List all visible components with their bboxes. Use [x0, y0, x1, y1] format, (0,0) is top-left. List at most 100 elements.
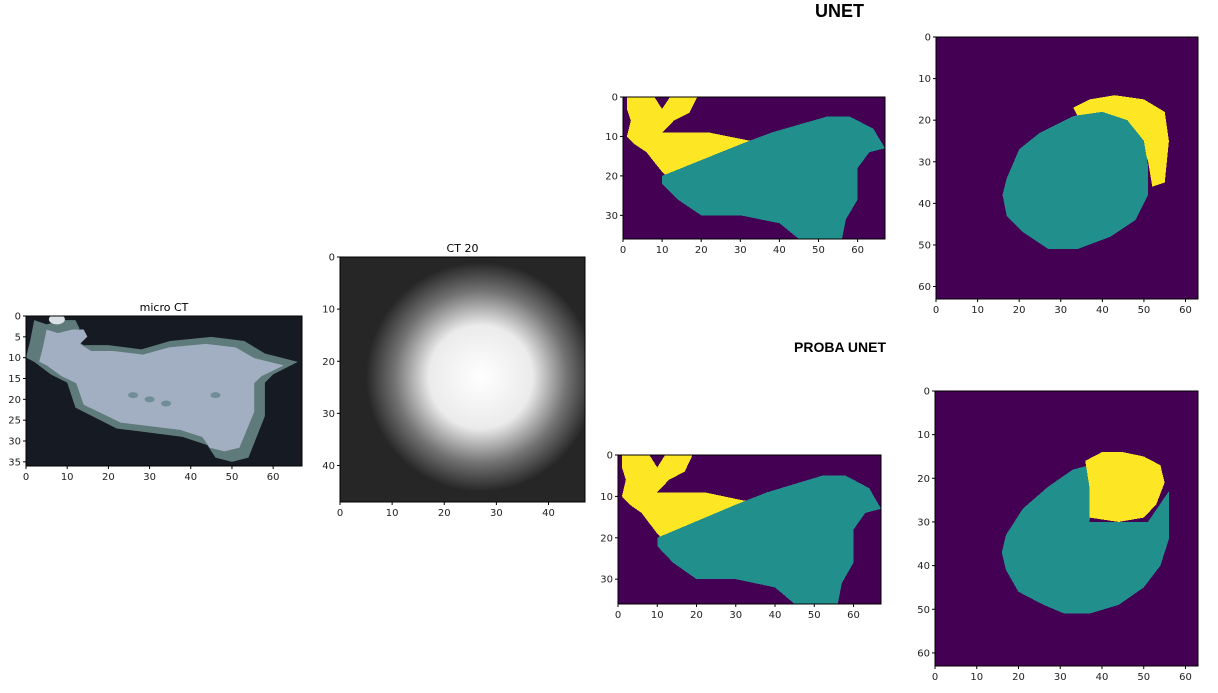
y-tick-label: 30 — [322, 409, 335, 420]
proba-axial-panel: 0 10 20 30 40 50 60 0 10 20 30 40 50 60 — [905, 385, 1205, 690]
y-tick-label: 10 — [918, 74, 931, 85]
y-tick-label: 30 — [8, 437, 21, 448]
y-tick-label: 60 — [917, 648, 930, 659]
y-tick-label: 30 — [918, 157, 931, 168]
y-tick-label: 30 — [600, 575, 613, 586]
y-tick-label: 20 — [322, 357, 335, 368]
y-tick-label: 0 — [612, 93, 618, 104]
region-yellow-0 — [626, 97, 764, 176]
micro-ct-fragment — [48, 316, 65, 325]
axes-frame — [25, 315, 303, 467]
y-tick-label: 10 — [917, 430, 930, 441]
region-yellow-0 — [621, 455, 760, 538]
y-tick-label: 0 — [15, 312, 21, 323]
micro-ct-object — [39, 329, 284, 452]
x-tick-label: 40 — [1096, 672, 1109, 683]
x-tick-label: 10 — [656, 245, 669, 256]
x-tick-label: 20 — [1013, 305, 1026, 316]
y-tick-label: 30 — [917, 517, 930, 528]
x-tick-label: 0 — [620, 245, 626, 256]
y-tick-label: 50 — [918, 240, 931, 251]
x-tick-label: 40 — [769, 610, 782, 621]
x-tick-label: 30 — [734, 245, 747, 256]
x-tick-label: 40 — [773, 245, 786, 256]
region-yellow-1 — [1085, 452, 1165, 522]
micro-ct-void-1 — [144, 396, 155, 403]
y-tick-label: 0 — [925, 33, 931, 44]
x-tick-label: 30 — [490, 508, 503, 519]
x-tick-label: 50 — [226, 472, 239, 483]
y-tick-label: 0 — [924, 387, 930, 398]
x-tick-label: 60 — [1179, 672, 1192, 683]
y-tick-label: 20 — [8, 395, 21, 406]
x-tick-label: 0 — [615, 610, 621, 621]
plot-title: micro CT — [140, 301, 189, 314]
x-tick-label: 30 — [1054, 672, 1067, 683]
y-tick-label: 20 — [600, 533, 613, 544]
y-tick-label: 25 — [8, 416, 21, 427]
x-tick-label: 30 — [729, 610, 742, 621]
y-tick-label: 40 — [917, 561, 930, 572]
axes-frame — [934, 390, 1199, 667]
micro-ct-void-0 — [128, 392, 139, 399]
y-tick-label: 15 — [8, 374, 21, 385]
proba-coronal-panel: 0 10 20 30 40 50 60 0 10 20 30 — [590, 447, 890, 625]
y-tick-label: 0 — [607, 451, 613, 462]
micro_ct-svg: 0 10 20 30 40 50 60 0 5 10 15 20 25 30 35 micro CT — [8, 301, 303, 483]
y-tick-label: 50 — [917, 605, 930, 616]
x-tick-label: 20 — [1012, 672, 1025, 683]
axes-frame — [617, 454, 882, 605]
y-tick-label: 0 — [329, 253, 335, 264]
region-teal-0 — [1001, 465, 1169, 614]
region-teal-1 — [662, 116, 885, 239]
x-tick-label: 0 — [932, 672, 938, 683]
x-tick-label: 0 — [337, 508, 343, 519]
x-tick-label: 10 — [970, 672, 983, 683]
axes-frame — [622, 96, 886, 240]
y-tick-label: 35 — [8, 457, 21, 468]
x-tick-label: 50 — [1137, 672, 1150, 683]
y-tick-label: 30 — [605, 211, 618, 222]
proba-unet-heading: PROBA UNET — [794, 339, 887, 355]
x-tick-label: 50 — [812, 245, 825, 256]
x-tick-label: 60 — [851, 245, 864, 256]
x-tick-label: 20 — [102, 472, 115, 483]
y-tick-label: 20 — [605, 171, 618, 182]
x-tick-label: 60 — [847, 610, 860, 621]
y-tick-label: 20 — [917, 474, 930, 485]
y-tick-label: 40 — [322, 461, 335, 472]
y-tick-label: 20 — [918, 116, 931, 127]
ct-blob — [366, 262, 585, 492]
x-tick-label: 40 — [184, 472, 197, 483]
x-tick-label: 50 — [808, 610, 821, 621]
x-tick-label: 20 — [438, 508, 451, 519]
y-tick-label: 10 — [605, 132, 618, 143]
y-tick-label: 10 — [8, 353, 21, 364]
plot-title: CT 20 — [447, 242, 479, 255]
proba_axial-svg: 0 10 20 30 40 50 60 0 10 20 30 40 50 60 — [917, 387, 1199, 683]
unet-heading: UNET — [815, 1, 864, 21]
y-tick-label: 60 — [918, 282, 931, 293]
axes-frame — [935, 36, 1199, 300]
x-tick-label: 40 — [542, 508, 555, 519]
region-teal-1 — [657, 475, 881, 604]
region-teal-1 — [1002, 111, 1149, 250]
micro-ct-void-2 — [161, 400, 172, 407]
micro-ct-panel: 0 10 20 30 40 50 60 0 5 10 15 20 25 30 35 micro CT — [0, 298, 305, 488]
x-tick-label: 10 — [651, 610, 664, 621]
x-tick-label: 30 — [1054, 305, 1067, 316]
x-tick-label: 10 — [971, 305, 984, 316]
unet_axial-svg: 0 10 20 30 40 50 60 0 10 20 30 40 50 60 — [918, 33, 1199, 316]
x-tick-label: 60 — [1179, 305, 1192, 316]
x-tick-label: 10 — [386, 508, 399, 519]
x-tick-label: 0 — [933, 305, 939, 316]
x-tick-label: 10 — [61, 472, 74, 483]
y-tick-label: 10 — [600, 492, 613, 503]
x-tick-label: 40 — [1096, 305, 1109, 316]
ct20-svg: 0 10 20 30 40 0 10 20 30 40 CT 20 — [322, 242, 586, 519]
unet-axial-panel: 0 10 20 30 40 50 60 0 10 20 30 40 50 60 — [905, 30, 1205, 322]
region-yellow-0 — [1073, 95, 1169, 187]
proba_coronal-svg: 0 10 20 30 40 50 60 0 10 20 30 — [600, 451, 882, 621]
micro-ct-void-3 — [210, 392, 221, 399]
x-tick-label: 50 — [1138, 305, 1151, 316]
